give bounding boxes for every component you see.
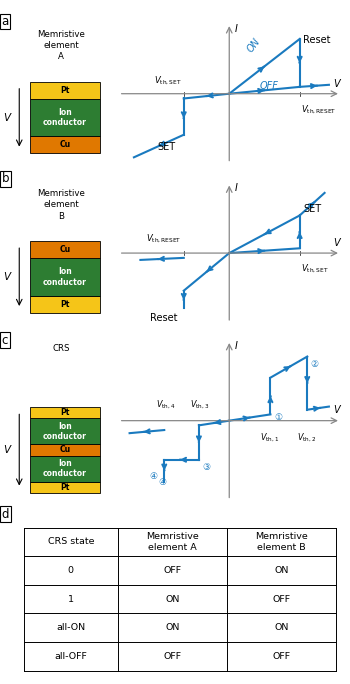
- Text: Memristive
element
A: Memristive element A: [37, 30, 85, 61]
- Text: ON: ON: [245, 36, 262, 54]
- Text: Pt: Pt: [60, 86, 70, 95]
- Text: Ion
conductor: Ion conductor: [43, 267, 87, 287]
- Text: I: I: [234, 183, 238, 194]
- Bar: [30, 482, 100, 493]
- Text: V: V: [333, 79, 340, 89]
- Text: $V_{\mathregular{th,RESET}}$: $V_{\mathregular{th,RESET}}$: [146, 233, 182, 245]
- Text: b: b: [2, 172, 9, 185]
- Text: Cu: Cu: [60, 246, 70, 254]
- Bar: [30, 241, 100, 259]
- Text: Reset: Reset: [303, 36, 330, 45]
- Text: Pt: Pt: [60, 483, 70, 492]
- Text: CRS: CRS: [52, 344, 70, 353]
- Text: Memristive
element
B: Memristive element B: [37, 189, 85, 220]
- Text: Reset: Reset: [150, 313, 177, 323]
- Text: $V_{\mathregular{th,SET}}$: $V_{\mathregular{th,SET}}$: [154, 75, 182, 87]
- Text: ON: ON: [274, 566, 289, 575]
- Bar: [30, 259, 100, 295]
- Bar: [30, 419, 100, 444]
- Text: OFF: OFF: [260, 81, 279, 91]
- Bar: [30, 99, 100, 136]
- Text: $V_{\mathregular{th,1}}$: $V_{\mathregular{th,1}}$: [260, 432, 279, 444]
- Text: OFF: OFF: [163, 652, 181, 661]
- Text: $V_{\mathregular{th,2}}$: $V_{\mathregular{th,2}}$: [296, 432, 316, 444]
- Text: OFF: OFF: [163, 566, 181, 575]
- Text: SET: SET: [157, 142, 175, 152]
- Text: V: V: [3, 113, 10, 122]
- Text: Pt: Pt: [60, 408, 70, 417]
- Text: ②: ②: [310, 360, 318, 369]
- Text: Memristive
element B: Memristive element B: [255, 531, 308, 552]
- Text: CRS state: CRS state: [48, 538, 94, 547]
- Text: V: V: [3, 445, 10, 455]
- Bar: [30, 136, 100, 153]
- Text: Cu: Cu: [60, 445, 70, 454]
- Text: ④: ④: [150, 472, 158, 482]
- Text: $V_{\mathregular{th,4}}$: $V_{\mathregular{th,4}}$: [156, 399, 175, 411]
- Bar: [30, 444, 100, 456]
- Bar: [30, 295, 100, 313]
- Text: Ion
conductor: Ion conductor: [43, 421, 87, 441]
- Text: Cu: Cu: [60, 140, 70, 149]
- Text: c: c: [2, 334, 8, 347]
- Text: SET: SET: [303, 204, 321, 214]
- Text: ON: ON: [274, 623, 289, 632]
- Text: 0: 0: [68, 566, 74, 575]
- Bar: [30, 82, 100, 99]
- Text: V: V: [333, 405, 340, 415]
- Text: Ion
conductor: Ion conductor: [43, 108, 87, 127]
- Text: V: V: [333, 238, 340, 248]
- Bar: [30, 456, 100, 482]
- Text: Pt: Pt: [60, 300, 70, 308]
- Text: I: I: [234, 341, 238, 351]
- Text: OFF: OFF: [273, 594, 291, 603]
- Text: ③: ③: [202, 463, 210, 472]
- Text: $V_{\mathregular{th,RESET}}$: $V_{\mathregular{th,RESET}}$: [301, 103, 336, 116]
- Text: ON: ON: [165, 594, 180, 603]
- Text: d: d: [2, 508, 9, 521]
- Text: $V_{\mathregular{th,3}}$: $V_{\mathregular{th,3}}$: [190, 399, 210, 411]
- Text: a: a: [2, 15, 9, 28]
- Text: $V_{\mathregular{th,SET}}$: $V_{\mathregular{th,SET}}$: [301, 263, 329, 275]
- Text: all-OFF: all-OFF: [54, 652, 87, 661]
- Text: ①: ①: [275, 413, 283, 422]
- Text: Memristive
element A: Memristive element A: [146, 531, 199, 552]
- Text: 1: 1: [68, 594, 74, 603]
- Text: V: V: [3, 272, 10, 282]
- Text: Ion
conductor: Ion conductor: [43, 459, 87, 478]
- Text: ON: ON: [165, 623, 180, 632]
- Text: ④: ④: [159, 477, 167, 487]
- Bar: [30, 407, 100, 419]
- Text: OFF: OFF: [273, 652, 291, 661]
- Text: I: I: [234, 24, 238, 34]
- Text: all-ON: all-ON: [56, 623, 85, 632]
